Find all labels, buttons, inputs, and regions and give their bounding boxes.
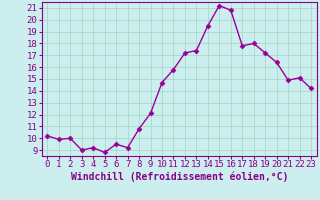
X-axis label: Windchill (Refroidissement éolien,°C): Windchill (Refroidissement éolien,°C) [70,172,288,182]
